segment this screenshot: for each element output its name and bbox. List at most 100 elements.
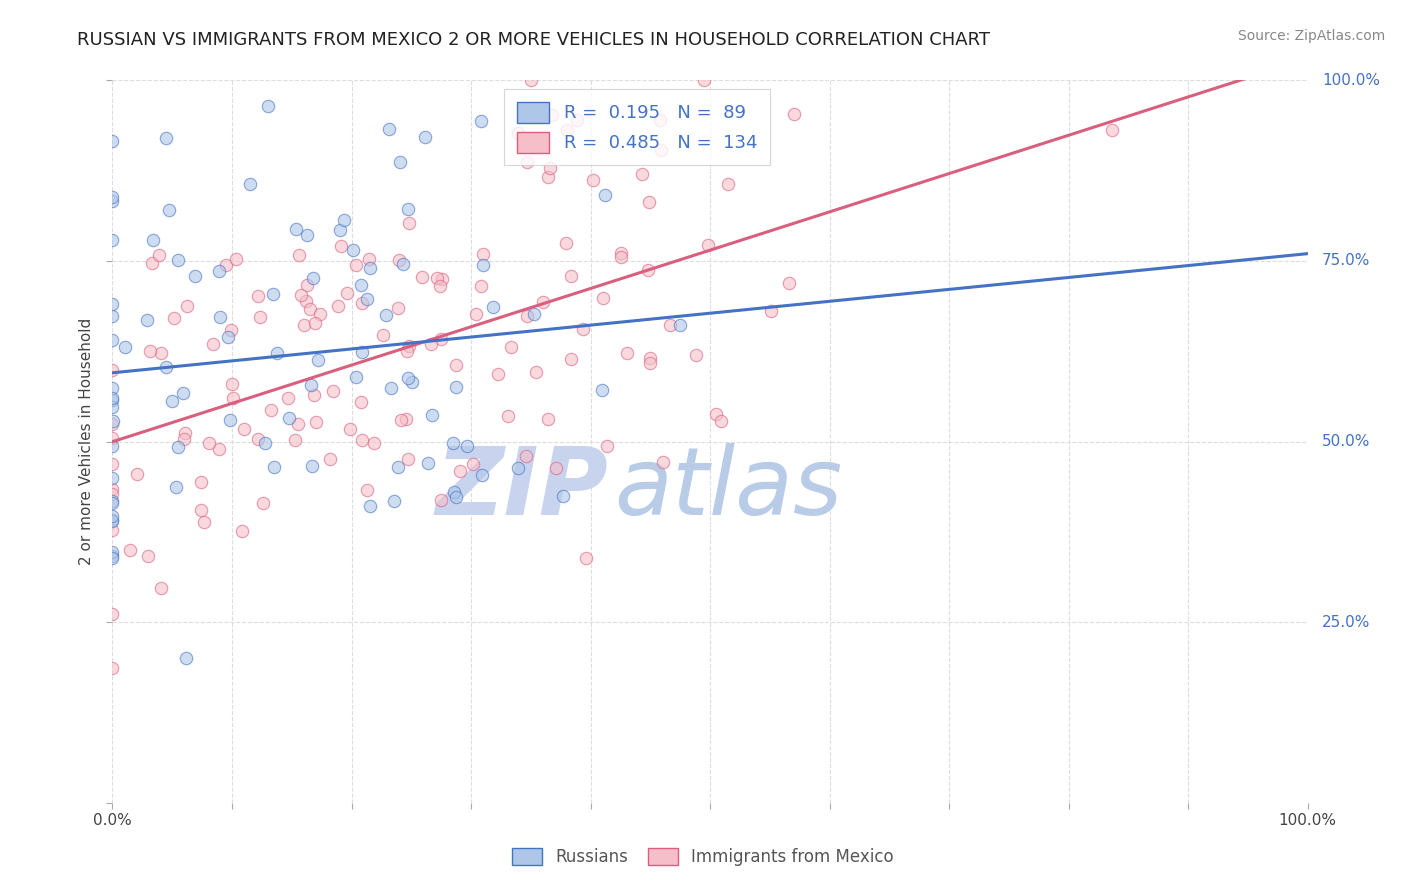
Point [398,339,420,353]
Point [501,340,523,354]
Point [470,279,492,293]
Point [163,311,186,326]
Point [101,414,124,428]
Point [233,422,256,436]
Point [277,411,299,425]
Point [560,269,582,284]
Text: 25.0%: 25.0% [1322,615,1371,630]
Point [101,496,124,510]
Point [472,247,495,261]
Point [538,161,561,176]
Point [157,203,180,218]
Point [537,412,560,426]
Point [336,286,359,301]
Point [375,309,398,323]
Point [101,493,124,508]
Point [101,296,124,310]
Point [292,318,315,332]
Point [342,243,364,257]
Point [516,155,538,169]
Text: Source: ZipAtlas.com: Source: ZipAtlas.com [1237,29,1385,43]
Point [444,380,467,394]
Point [717,178,740,192]
Point [215,258,238,272]
Point [540,108,562,122]
Point [546,461,568,475]
Text: atlas: atlas [614,443,842,534]
Point [420,408,443,422]
Point [160,393,183,408]
Point [307,352,329,367]
Point [472,258,495,272]
Point [443,485,465,500]
Point [396,202,419,216]
Point [202,337,225,351]
Point [384,494,406,508]
Point [101,431,124,445]
Point [295,293,318,308]
Point [135,313,157,327]
Point [101,487,124,501]
Point [101,309,124,323]
Point [555,123,578,137]
Point [523,307,546,321]
Point [101,333,124,347]
Point [114,340,136,354]
Point [193,515,215,529]
Legend: R =  0.195   N =  89, R =  0.485   N =  134: R = 0.195 N = 89, R = 0.485 N = 134 [503,89,769,165]
Point [380,381,402,395]
Point [155,359,177,374]
Point [508,127,530,141]
Point [254,436,277,450]
Point [190,503,212,517]
Point [759,304,782,318]
Point [350,433,373,447]
Point [301,458,323,473]
Point [344,258,367,272]
Point [308,307,330,321]
Point [371,328,394,343]
Point [411,270,433,285]
Point [173,432,195,446]
Point [392,257,415,271]
Point [329,223,352,237]
Point [582,172,605,186]
Point [101,661,124,675]
Point [141,256,163,270]
Point [359,261,381,276]
Point [560,352,582,367]
Point [356,292,378,306]
Point [136,549,159,563]
Point [174,425,197,440]
Point [246,289,269,303]
Point [389,413,412,427]
Point [101,515,124,529]
Point [593,187,616,202]
Point [101,194,124,208]
Point [208,263,231,277]
Point [350,395,373,409]
Point [519,73,541,87]
Point [420,337,443,351]
Point [304,316,326,330]
Point [101,190,124,204]
Point [344,369,367,384]
Point [565,113,588,128]
Point [305,415,328,429]
Point [176,299,198,313]
Point [219,413,242,427]
Point [669,318,692,332]
Point [249,310,271,325]
Point [208,442,231,457]
Point [652,455,675,469]
Point [290,288,312,302]
Point [396,371,419,385]
Point [183,268,205,283]
Point [430,271,453,285]
Text: ZIP: ZIP [436,442,609,534]
Point [486,367,509,381]
Point [350,296,373,310]
Point [498,409,520,423]
Point [704,407,727,421]
Point [101,523,124,537]
